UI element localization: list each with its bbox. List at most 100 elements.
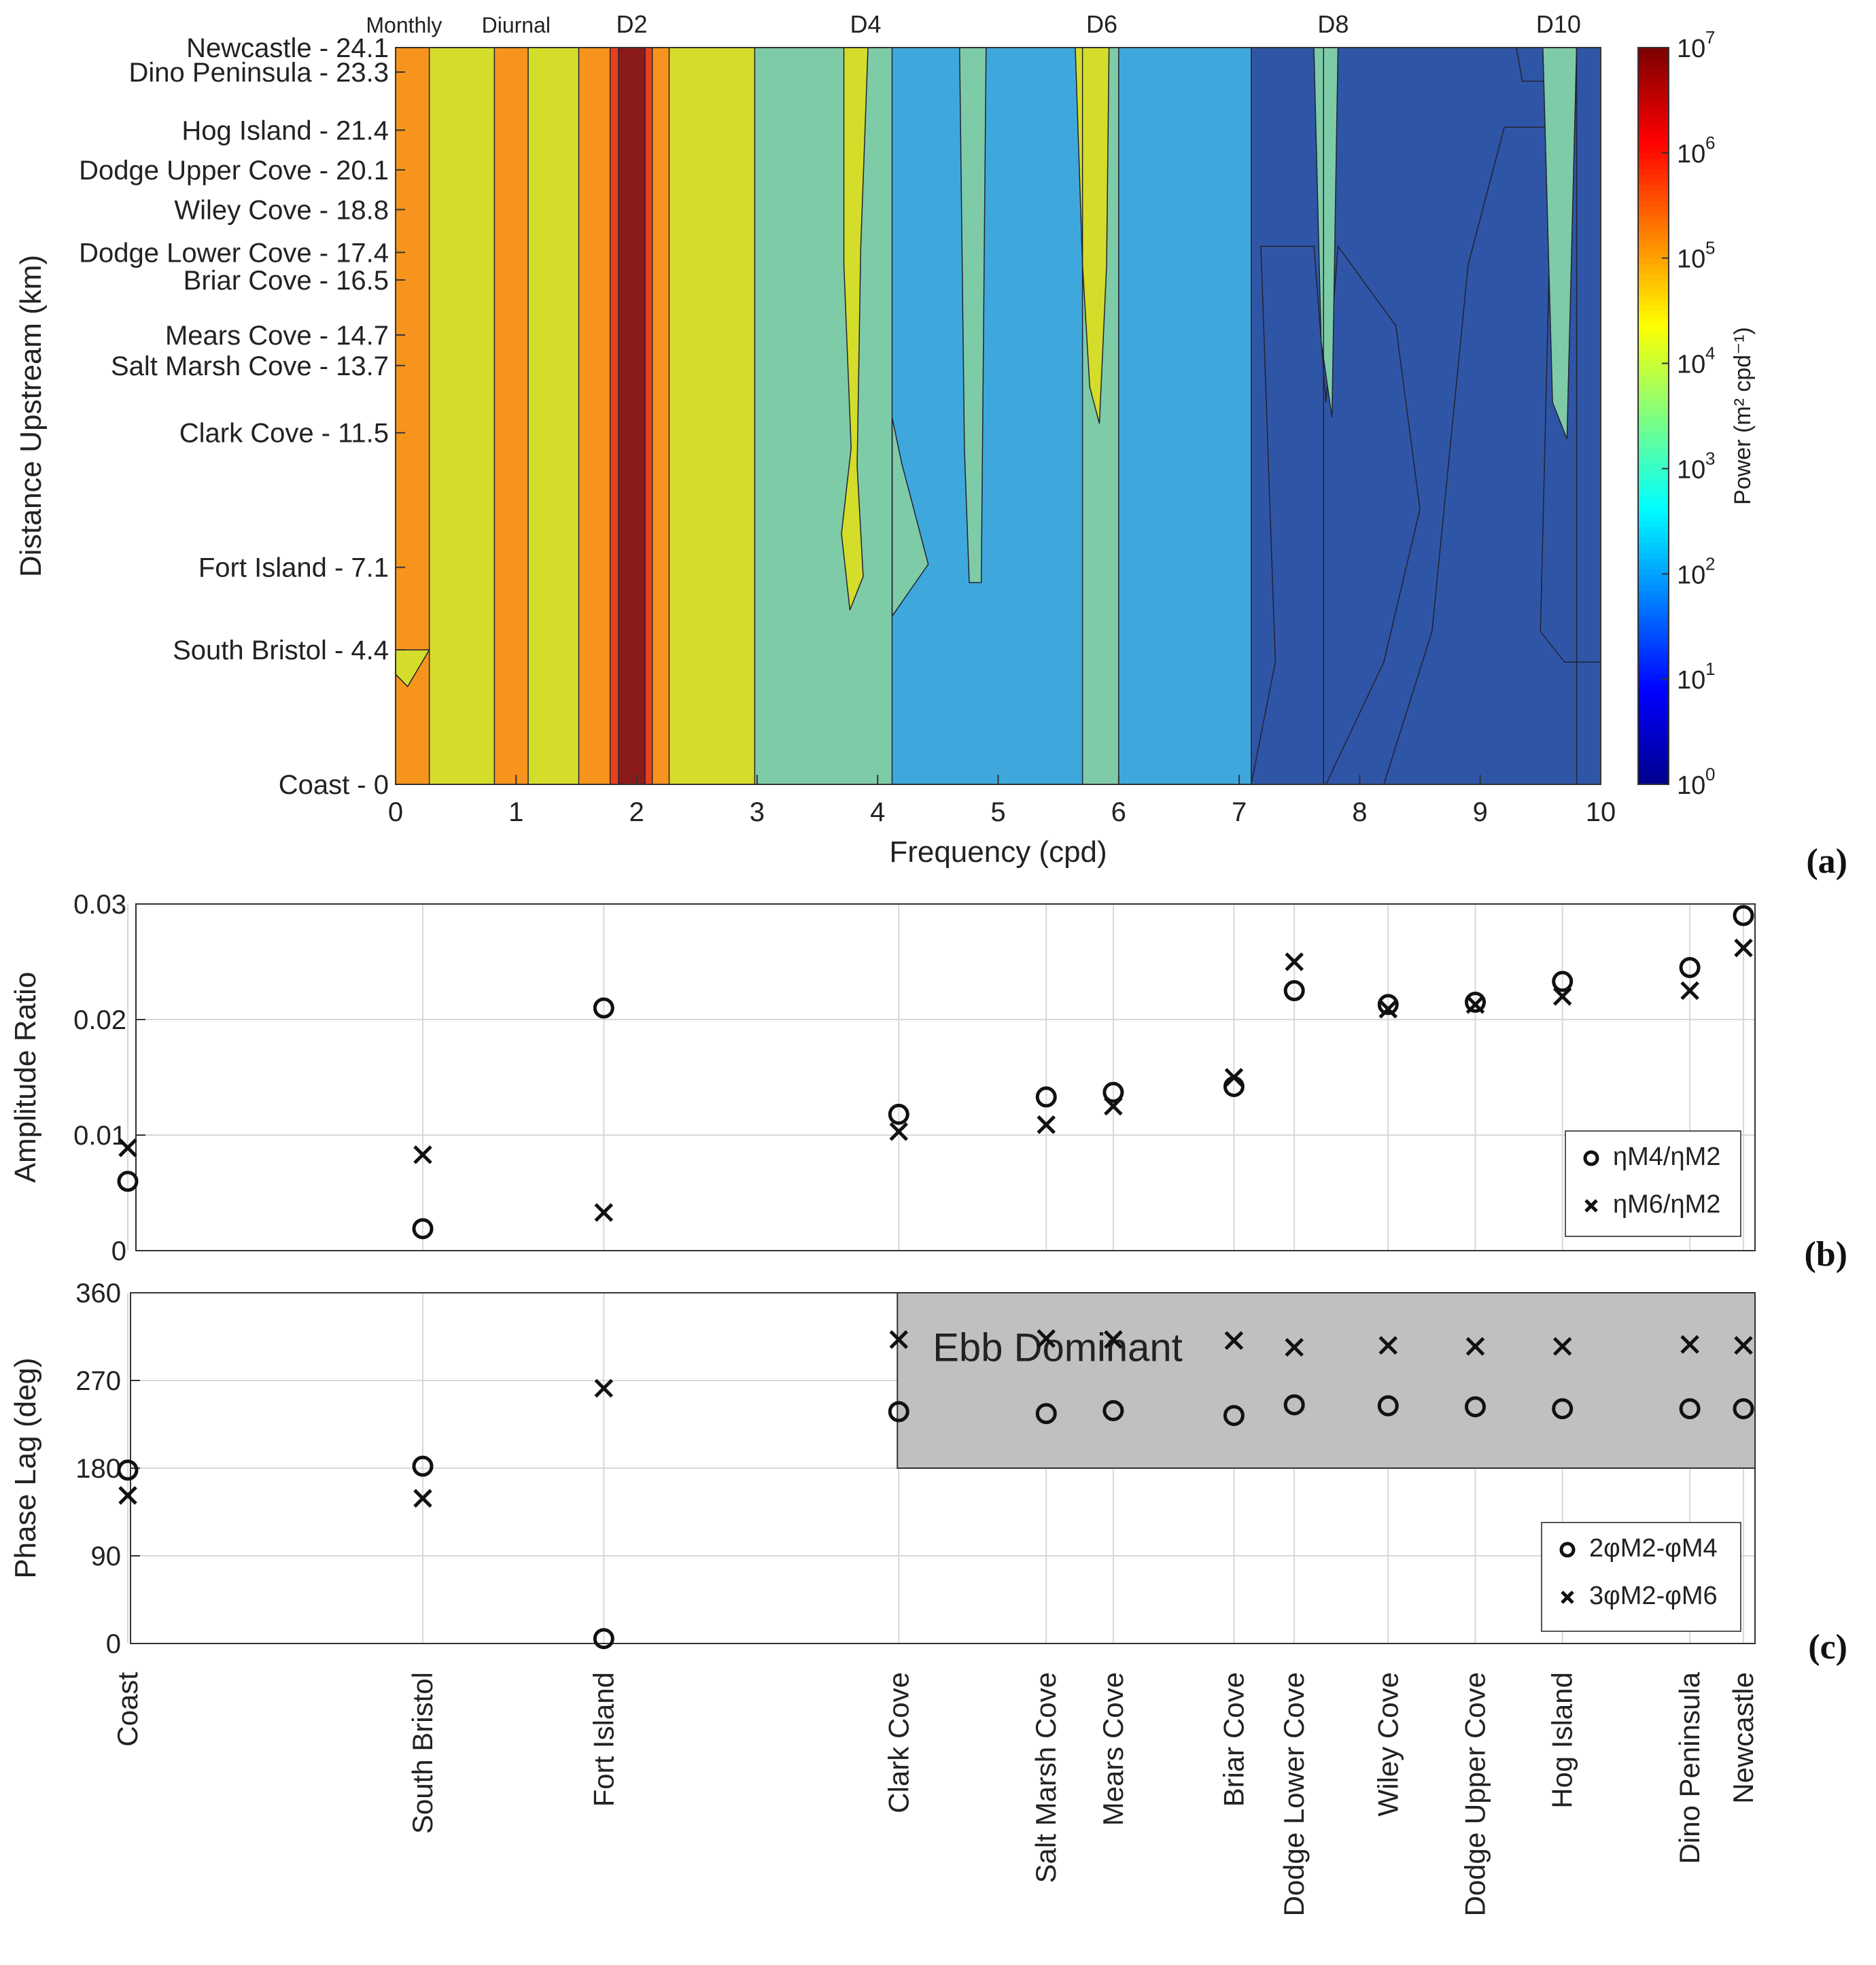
colorbar-cell (1638, 505, 1669, 512)
colorbar-tick-base: 10 (1677, 666, 1705, 695)
station-label: Mears Cove (1097, 1672, 1129, 1826)
x-tick-label: 5 (990, 797, 1005, 827)
colorbar-tick-base: 10 (1677, 771, 1705, 800)
x-tick-label: 1 (508, 797, 523, 827)
data-point-circle (412, 1455, 434, 1477)
data-point-x (1224, 1331, 1244, 1350)
colorbar-cell (1638, 705, 1669, 712)
colorbar-cell (1638, 73, 1669, 80)
station-label: Coast (111, 1672, 143, 1747)
x-tick-label: 3 (750, 797, 765, 827)
data-point-circle (593, 997, 614, 1019)
colorbar-cell (1638, 110, 1669, 117)
data-point-x (1104, 1330, 1123, 1349)
y-tick-label: 180 (75, 1454, 121, 1484)
colorbar-cell (1638, 300, 1669, 307)
colorbar-cell (1638, 421, 1669, 428)
colorbar-cell (1638, 742, 1669, 748)
band-label: D10 (1536, 10, 1581, 38)
colorbar-cell (1638, 374, 1669, 380)
x-axis-label: Frequency (cpd) (889, 835, 1107, 869)
colorbar-cell (1638, 379, 1669, 385)
power-band (669, 48, 755, 784)
colorbar-cell (1638, 89, 1669, 96)
colorbar-cell (1638, 547, 1669, 554)
y-station-label: South Bristol - 4.4 (173, 636, 389, 665)
colorbar-cell (1638, 584, 1669, 591)
colorbar-cell (1638, 194, 1669, 201)
colorbar-cell (1638, 152, 1669, 159)
colorbar-label: Power (m² cpd⁻¹) (1730, 327, 1756, 505)
colorbar-cell (1638, 700, 1669, 706)
data-point-circle (888, 1401, 909, 1423)
y-tick-label: 270 (75, 1366, 121, 1396)
y-tick-label: 0.02 (73, 1005, 126, 1035)
colorbar-cell (1638, 221, 1669, 228)
colorbar-cell (1638, 326, 1669, 333)
legend-circle-marker (1583, 1150, 1599, 1166)
colorbar-cell (1638, 411, 1669, 417)
data-point-x (1680, 1335, 1699, 1354)
colorbar-cell (1638, 247, 1669, 254)
station-label: Briar Cove (1217, 1672, 1249, 1807)
colorbar-tick-exponent: 5 (1705, 238, 1715, 258)
colorbar-frame (1637, 47, 1669, 785)
y-station-label: Dodge Upper Cove - 20.1 (79, 156, 389, 186)
colorbar-tick-base: 10 (1677, 245, 1705, 274)
plot-frame (135, 903, 1756, 1251)
data-point-x (1734, 938, 1753, 958)
colorbar-cell (1638, 94, 1669, 101)
legend-entry: 3φM2-φM6 (1589, 1582, 1718, 1610)
colorbar-tick-base: 10 (1677, 35, 1705, 63)
station-label: Hog Island (1546, 1672, 1578, 1809)
x-tick-label: 8 (1352, 797, 1367, 827)
colorbar-cell (1638, 200, 1669, 207)
legend-x-marker (1561, 1590, 1574, 1604)
data-point-x (118, 1138, 137, 1158)
d9-dark-region (1383, 126, 1601, 785)
colorbar-cell (1638, 184, 1669, 191)
colorbar-cell (1638, 158, 1669, 164)
power-band (429, 48, 495, 784)
y-station-label: Coast - 0 (279, 770, 389, 800)
ebb-dominant-label: Ebb Dominant (933, 1325, 1183, 1370)
power-band (645, 48, 653, 784)
y-tick-label: 90 (91, 1542, 122, 1571)
colorbar-cell (1638, 600, 1669, 606)
colorbar-cell (1638, 347, 1669, 354)
colorbar-cell (1638, 63, 1669, 69)
colorbar-cell (1638, 737, 1669, 744)
colorbar-tick-exponent: 4 (1705, 343, 1715, 364)
colorbar-cell (1638, 426, 1669, 433)
colorbar-cell (1638, 163, 1669, 170)
colorbar-cell (1638, 779, 1669, 785)
colorbar-cell (1638, 395, 1669, 401)
data-point-x (118, 1486, 137, 1505)
colorbar-cell (1638, 516, 1669, 522)
colorbar-cell (1638, 637, 1669, 643)
colorbar-cell (1638, 442, 1669, 449)
colorbar-cell (1638, 574, 1669, 580)
colorbar-tick-exponent: 7 (1705, 27, 1715, 48)
x-tick-label: 7 (1232, 797, 1247, 827)
colorbar-cell (1638, 621, 1669, 627)
colorbar-cell (1638, 653, 1669, 659)
colorbar-tick-base: 10 (1677, 351, 1705, 379)
colorbar-cell (1638, 284, 1669, 291)
colorbar-cell (1638, 205, 1669, 212)
data-point-circle (888, 1103, 909, 1125)
colorbar-cell (1638, 773, 1669, 780)
colorbar-tick-exponent: 1 (1705, 659, 1715, 679)
data-point-circle (1377, 994, 1399, 1015)
data-point-circle (1035, 1403, 1057, 1425)
x-tick-label: 6 (1111, 797, 1126, 827)
data-point-circle (1464, 992, 1486, 1013)
colorbar-cell (1638, 100, 1669, 107)
colorbar-cell (1638, 658, 1669, 664)
legend-entry: ηM4/ηM2 (1613, 1143, 1720, 1171)
power-band (652, 48, 670, 784)
colorbar-cell (1638, 179, 1669, 186)
y-station-label: Newcastle - 24.1 (186, 33, 389, 63)
y-station-label: Fort Island - 7.1 (198, 553, 389, 583)
band-label: D6 (1086, 10, 1117, 38)
